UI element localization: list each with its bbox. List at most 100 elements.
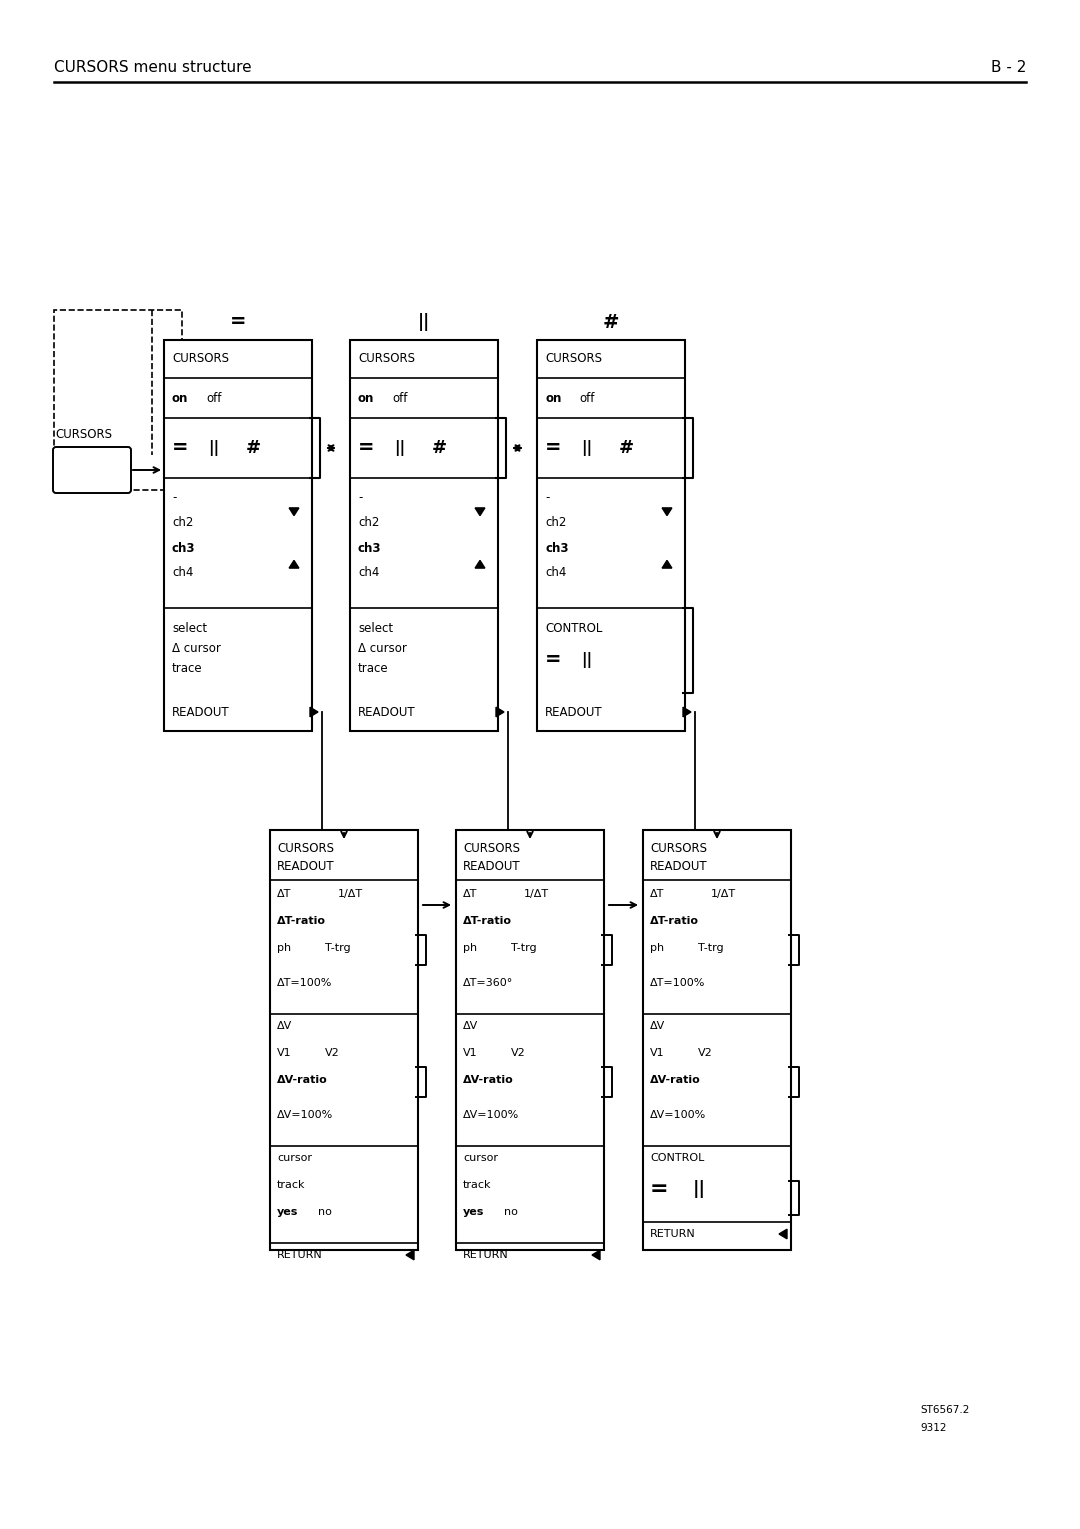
Text: 9312: 9312 (920, 1423, 946, 1433)
Text: Δ cursor: Δ cursor (357, 642, 407, 654)
Text: CONTROL: CONTROL (545, 621, 603, 635)
FancyBboxPatch shape (53, 446, 131, 492)
Text: no: no (504, 1206, 518, 1217)
Text: CONTROL: CONTROL (650, 1153, 704, 1164)
Text: V1: V1 (276, 1047, 292, 1058)
Text: ΔT: ΔT (650, 888, 664, 899)
Text: ΔV-ratio: ΔV-ratio (276, 1075, 327, 1086)
Polygon shape (496, 708, 504, 717)
Text: RETURN: RETURN (650, 1229, 696, 1238)
Bar (350, 339, 498, 731)
Text: CURSORS: CURSORS (276, 841, 334, 855)
Text: ΔT: ΔT (463, 888, 477, 899)
Text: ph: ph (276, 943, 292, 953)
Text: ch3: ch3 (357, 541, 381, 555)
Text: =: = (650, 1179, 669, 1199)
Text: yes: yes (276, 1206, 298, 1217)
Text: READOUT: READOUT (650, 859, 707, 873)
Text: 1/ΔT: 1/ΔT (524, 888, 549, 899)
Text: ΔT-ratio: ΔT-ratio (650, 916, 699, 927)
Text: -: - (172, 491, 176, 505)
Text: CURSORS: CURSORS (357, 353, 415, 365)
Text: ch4: ch4 (357, 567, 379, 579)
Text: B - 2: B - 2 (990, 61, 1026, 75)
Text: ch4: ch4 (545, 567, 566, 579)
Text: ch3: ch3 (545, 541, 568, 555)
Text: off: off (392, 391, 407, 405)
Polygon shape (662, 508, 672, 515)
Text: ΔV-ratio: ΔV-ratio (650, 1075, 701, 1086)
Text: 1/ΔT: 1/ΔT (711, 888, 737, 899)
Text: on: on (172, 391, 188, 405)
Polygon shape (779, 1229, 787, 1238)
Text: ΔV=100%: ΔV=100% (650, 1110, 706, 1121)
Text: track: track (463, 1180, 491, 1190)
Text: select: select (357, 621, 393, 635)
Polygon shape (475, 508, 485, 515)
Text: V2: V2 (325, 1047, 340, 1058)
Text: RETURN: RETURN (276, 1251, 323, 1260)
Bar (54, 310, 183, 489)
Text: ΔT-ratio: ΔT-ratio (463, 916, 512, 927)
Text: ||: || (418, 313, 430, 330)
Text: ||: || (581, 440, 592, 456)
Text: ph: ph (463, 943, 477, 953)
Text: ΔT: ΔT (276, 888, 292, 899)
Text: track: track (276, 1180, 306, 1190)
Text: Δ cursor: Δ cursor (172, 642, 221, 654)
Polygon shape (289, 508, 299, 515)
Bar (270, 830, 418, 1251)
Text: on: on (357, 391, 375, 405)
Text: =: = (545, 439, 562, 457)
Text: cursor: cursor (276, 1153, 312, 1164)
Text: cursor: cursor (463, 1153, 498, 1164)
Bar (537, 339, 685, 731)
Text: ch3: ch3 (172, 541, 195, 555)
Text: CURSORS menu structure: CURSORS menu structure (54, 61, 252, 75)
Text: trace: trace (172, 662, 203, 674)
Text: CURSORS: CURSORS (55, 428, 112, 442)
Text: ||: || (693, 1180, 706, 1199)
Text: ST6567.2: ST6567.2 (920, 1405, 970, 1414)
Text: READOUT: READOUT (545, 705, 603, 719)
Text: #: # (603, 312, 619, 332)
Text: ΔV-ratio: ΔV-ratio (463, 1075, 514, 1086)
Text: CURSORS: CURSORS (463, 841, 519, 855)
Text: ch2: ch2 (357, 517, 379, 529)
Text: =: = (545, 650, 562, 670)
Text: ΔV: ΔV (650, 1021, 665, 1031)
Text: T-trg: T-trg (698, 943, 724, 953)
Text: V1: V1 (650, 1047, 664, 1058)
Text: V2: V2 (511, 1047, 526, 1058)
Text: ΔT=100%: ΔT=100% (276, 979, 333, 988)
Polygon shape (592, 1251, 600, 1260)
Bar (643, 830, 791, 1251)
Text: ΔV=100%: ΔV=100% (276, 1110, 334, 1121)
Text: =: = (357, 439, 375, 457)
Polygon shape (475, 561, 485, 569)
Text: ΔT=100%: ΔT=100% (650, 979, 705, 988)
Text: ΔT=360°: ΔT=360° (463, 979, 513, 988)
Text: =: = (230, 312, 246, 332)
Text: V2: V2 (698, 1047, 713, 1058)
Polygon shape (662, 561, 672, 569)
Text: READOUT: READOUT (172, 705, 230, 719)
Text: ΔV: ΔV (463, 1021, 478, 1031)
Text: select: select (172, 621, 207, 635)
Text: READOUT: READOUT (357, 705, 416, 719)
Text: RETURN: RETURN (463, 1251, 509, 1260)
Text: no: no (318, 1206, 332, 1217)
Text: off: off (206, 391, 221, 405)
Text: READOUT: READOUT (463, 859, 521, 873)
Text: trace: trace (357, 662, 389, 674)
Polygon shape (310, 708, 318, 717)
Bar (456, 830, 604, 1251)
Bar (164, 339, 312, 731)
Text: CURSORS: CURSORS (545, 353, 602, 365)
Text: -: - (357, 491, 363, 505)
Text: ΔT-ratio: ΔT-ratio (276, 916, 326, 927)
Text: T-trg: T-trg (511, 943, 537, 953)
Text: T-trg: T-trg (325, 943, 351, 953)
Text: ch2: ch2 (545, 517, 566, 529)
Text: V1: V1 (463, 1047, 477, 1058)
